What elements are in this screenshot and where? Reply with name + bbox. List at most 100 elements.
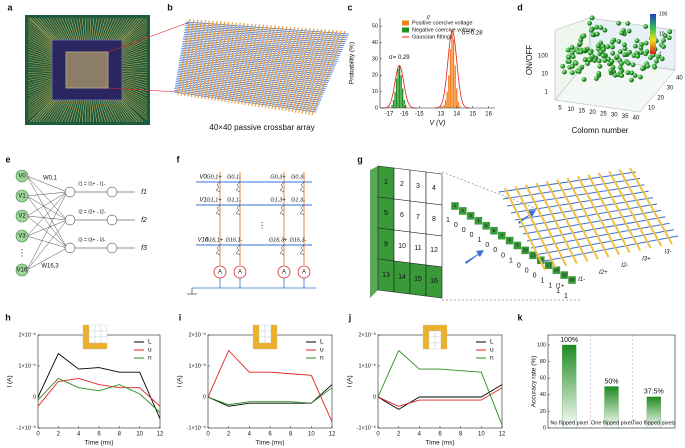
pad xyxy=(27,61,53,66)
x-tick-label: 12 xyxy=(499,432,506,438)
ellipsis: ⋮ xyxy=(18,247,27,257)
strip-cell xyxy=(521,246,530,255)
pad xyxy=(55,99,69,123)
output-label: f3 xyxy=(141,245,147,252)
bit-line xyxy=(597,172,642,251)
sphere xyxy=(598,25,604,31)
x-tick-label: -15 xyxy=(415,112,424,118)
pad xyxy=(121,96,148,118)
pixel-number: 13 xyxy=(382,272,390,279)
top-electrode xyxy=(237,24,261,105)
y-tick-label: 2×10⁻⁶ xyxy=(18,331,36,338)
panel-letter: c xyxy=(347,2,352,12)
pad xyxy=(27,43,53,56)
panel-letter: d xyxy=(517,2,523,12)
conductance-label: G1,1+ xyxy=(206,197,222,203)
bit-line xyxy=(577,175,620,256)
word-line xyxy=(526,216,666,242)
bar xyxy=(457,101,460,109)
pattern-pixel xyxy=(270,324,278,332)
y-tick-label: 0 xyxy=(373,394,376,400)
resistor xyxy=(279,204,285,216)
legend-label: Positive coercive voltage xyxy=(412,20,473,26)
bit-line xyxy=(587,174,631,254)
pattern-pixel xyxy=(82,330,90,338)
sphere xyxy=(596,70,602,76)
pad xyxy=(121,43,148,56)
pad xyxy=(27,25,53,45)
y-axis-title: I (A) xyxy=(347,375,354,387)
output-label: f1 xyxy=(141,189,147,196)
value-label: 50% xyxy=(604,378,618,385)
sphere xyxy=(661,38,666,43)
pattern-pixel xyxy=(82,342,90,350)
pad xyxy=(98,17,106,41)
pattern-pixel xyxy=(434,324,442,332)
pad xyxy=(67,17,76,41)
sphere xyxy=(625,20,631,26)
pad xyxy=(27,98,53,120)
sphere xyxy=(587,20,592,26)
top-electrode xyxy=(274,27,303,110)
resistor xyxy=(235,181,241,193)
pad xyxy=(79,17,83,41)
input-node xyxy=(15,263,29,277)
sphere xyxy=(666,35,672,41)
pad xyxy=(96,17,103,41)
sphere xyxy=(582,47,587,53)
series-line xyxy=(207,349,333,422)
pad xyxy=(27,48,53,59)
pad xyxy=(76,17,82,41)
word-line xyxy=(502,177,641,200)
series-line xyxy=(37,377,161,413)
pattern-pixel xyxy=(100,330,108,338)
bar xyxy=(395,78,398,109)
pad xyxy=(121,46,148,57)
y-axis-title: I (A) xyxy=(7,375,14,387)
pad xyxy=(27,72,53,76)
x-tick-label: 16 xyxy=(485,112,492,118)
pad xyxy=(27,92,53,110)
pad xyxy=(61,17,73,41)
output-label: f2 xyxy=(141,217,147,224)
pad xyxy=(121,86,148,99)
bar xyxy=(391,104,393,109)
x-tick-label: 0 xyxy=(206,432,210,438)
ammeter-label: A xyxy=(282,270,286,276)
gaussian-fit xyxy=(381,65,417,109)
top-electrode xyxy=(267,26,296,109)
top-electrode xyxy=(261,26,288,108)
x-tick-label: 10 xyxy=(308,432,315,438)
sphere xyxy=(605,44,611,50)
pad xyxy=(105,17,118,41)
axis-break: // xyxy=(427,16,431,22)
pattern-pixel xyxy=(440,342,448,350)
sphere xyxy=(617,49,623,55)
input-label: V0 xyxy=(18,174,26,180)
sphere xyxy=(569,45,575,50)
sphere xyxy=(590,32,596,38)
pad xyxy=(94,17,100,41)
pad xyxy=(35,99,56,123)
top-electrode xyxy=(287,28,319,112)
pad xyxy=(105,99,118,123)
x-tick-label: 12 xyxy=(329,432,336,438)
legend-label: L xyxy=(148,339,152,346)
pattern-pixel xyxy=(440,330,448,338)
value-label: 37.5% xyxy=(644,389,664,396)
pad xyxy=(50,17,65,41)
strip-number: 3 xyxy=(469,213,472,218)
y-tick-label: 1×10⁻⁶ xyxy=(358,362,376,369)
sphere xyxy=(640,66,645,72)
current-label: I2 = I2+ - I2- xyxy=(78,209,106,215)
activation-node xyxy=(106,242,118,254)
pattern-pixel xyxy=(258,336,266,344)
resistor xyxy=(279,181,285,193)
pixel-number: 3 xyxy=(416,183,420,190)
pad xyxy=(121,33,148,50)
x-tick-label: 10 xyxy=(136,432,143,438)
pad xyxy=(121,17,144,41)
pad xyxy=(102,99,112,123)
pad xyxy=(121,92,148,110)
pad xyxy=(103,17,115,41)
